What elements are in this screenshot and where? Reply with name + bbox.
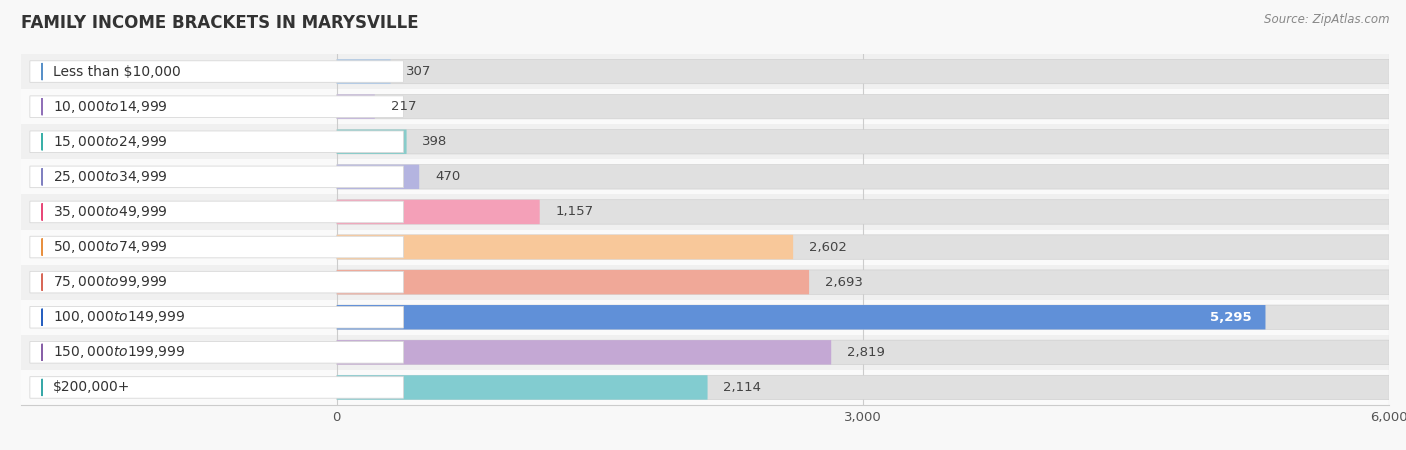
Bar <box>21 89 1389 124</box>
FancyBboxPatch shape <box>337 270 808 294</box>
FancyBboxPatch shape <box>30 166 404 188</box>
FancyBboxPatch shape <box>337 340 1389 364</box>
Text: $50,000 to $74,999: $50,000 to $74,999 <box>52 239 167 255</box>
Bar <box>21 300 1389 335</box>
Text: 5,295: 5,295 <box>1209 311 1251 324</box>
Text: 2,693: 2,693 <box>825 276 863 288</box>
Text: 307: 307 <box>406 65 432 78</box>
FancyBboxPatch shape <box>337 375 1389 400</box>
FancyBboxPatch shape <box>337 305 1265 329</box>
FancyBboxPatch shape <box>337 94 375 119</box>
Text: $200,000+: $200,000+ <box>52 380 129 395</box>
FancyBboxPatch shape <box>30 342 404 363</box>
FancyBboxPatch shape <box>30 201 404 223</box>
Text: $35,000 to $49,999: $35,000 to $49,999 <box>52 204 167 220</box>
Text: Less than $10,000: Less than $10,000 <box>52 64 180 79</box>
FancyBboxPatch shape <box>337 130 406 154</box>
Bar <box>21 335 1389 370</box>
FancyBboxPatch shape <box>337 165 1389 189</box>
FancyBboxPatch shape <box>337 270 1389 294</box>
FancyBboxPatch shape <box>337 165 419 189</box>
Text: 398: 398 <box>422 135 447 148</box>
FancyBboxPatch shape <box>30 271 404 293</box>
Text: $10,000 to $14,999: $10,000 to $14,999 <box>52 99 167 115</box>
Bar <box>21 230 1389 265</box>
Text: $150,000 to $199,999: $150,000 to $199,999 <box>52 344 186 360</box>
Text: $25,000 to $34,999: $25,000 to $34,999 <box>52 169 167 185</box>
Text: $15,000 to $24,999: $15,000 to $24,999 <box>52 134 167 150</box>
FancyBboxPatch shape <box>30 236 404 258</box>
FancyBboxPatch shape <box>337 59 1389 84</box>
FancyBboxPatch shape <box>30 306 404 328</box>
Text: 2,819: 2,819 <box>846 346 884 359</box>
Text: 217: 217 <box>391 100 416 113</box>
FancyBboxPatch shape <box>337 340 831 364</box>
FancyBboxPatch shape <box>337 235 793 259</box>
FancyBboxPatch shape <box>30 96 404 117</box>
Text: $75,000 to $99,999: $75,000 to $99,999 <box>52 274 167 290</box>
Text: $100,000 to $149,999: $100,000 to $149,999 <box>52 309 186 325</box>
FancyBboxPatch shape <box>30 377 404 398</box>
FancyBboxPatch shape <box>337 200 540 224</box>
FancyBboxPatch shape <box>337 200 1389 224</box>
Bar <box>21 194 1389 230</box>
FancyBboxPatch shape <box>337 375 707 400</box>
FancyBboxPatch shape <box>337 130 1389 154</box>
Text: Source: ZipAtlas.com: Source: ZipAtlas.com <box>1264 14 1389 27</box>
Text: 2,602: 2,602 <box>808 241 846 253</box>
Bar <box>21 124 1389 159</box>
Bar <box>21 54 1389 89</box>
FancyBboxPatch shape <box>337 235 1389 259</box>
FancyBboxPatch shape <box>30 61 404 82</box>
FancyBboxPatch shape <box>30 131 404 153</box>
FancyBboxPatch shape <box>337 94 1389 119</box>
Text: 2,114: 2,114 <box>723 381 762 394</box>
Text: FAMILY INCOME BRACKETS IN MARYSVILLE: FAMILY INCOME BRACKETS IN MARYSVILLE <box>21 14 419 32</box>
Bar <box>21 159 1389 194</box>
Bar <box>21 370 1389 405</box>
Text: 1,157: 1,157 <box>555 206 593 218</box>
FancyBboxPatch shape <box>337 59 391 84</box>
Text: 470: 470 <box>434 171 460 183</box>
FancyBboxPatch shape <box>337 305 1389 329</box>
Bar <box>21 265 1389 300</box>
